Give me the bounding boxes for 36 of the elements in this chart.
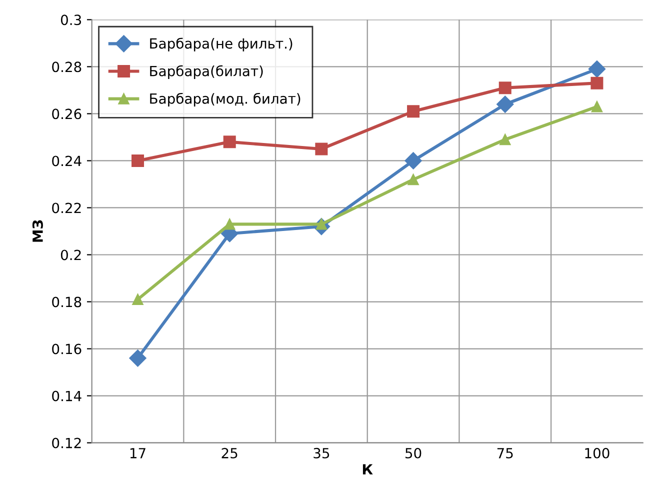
y-tick-label: 0.18 bbox=[52, 296, 82, 308]
point bbox=[224, 218, 236, 230]
point bbox=[132, 154, 144, 167]
point bbox=[132, 294, 144, 305]
x-tick-label: 50 bbox=[406, 448, 422, 458]
y-tick-label: 0.24 bbox=[52, 156, 82, 166]
point bbox=[590, 76, 604, 90]
point bbox=[129, 350, 146, 367]
x-tick-label: 35 bbox=[314, 448, 330, 458]
x-tick-label: 17 bbox=[130, 448, 146, 458]
point bbox=[315, 142, 328, 156]
point bbox=[407, 105, 420, 118]
point bbox=[498, 82, 512, 94]
y-tick-label: 0.26 bbox=[52, 108, 82, 120]
point bbox=[591, 101, 603, 112]
y-tick-label: 0.2 bbox=[60, 250, 81, 260]
x-axis-title: К bbox=[362, 464, 373, 474]
y-tick-label: 0.12 bbox=[52, 438, 81, 448]
y-tick-label: 0.28 bbox=[52, 62, 82, 72]
y-tick-label: 0.3 bbox=[60, 14, 82, 26]
x-tick-label: 75 bbox=[497, 448, 513, 458]
point bbox=[408, 174, 419, 186]
point bbox=[496, 96, 514, 113]
y-axis-title: МЗ bbox=[32, 220, 43, 242]
point bbox=[223, 136, 236, 148]
legend-label: Барбара(билат) bbox=[150, 65, 263, 79]
x-tick-label: 25 bbox=[222, 448, 238, 458]
y-tick-label: 0.22 bbox=[52, 202, 81, 214]
point bbox=[500, 134, 511, 146]
y-tick-label: 0.14 bbox=[52, 390, 82, 402]
x-tick-label: 100 bbox=[585, 448, 610, 458]
y-tick-label: 0.16 bbox=[52, 344, 82, 354]
point bbox=[588, 60, 606, 78]
legend-label: Барбара(мод. билат) bbox=[150, 92, 300, 107]
legend-label: Барбара(не фильт.) bbox=[150, 38, 292, 52]
point bbox=[404, 152, 422, 170]
